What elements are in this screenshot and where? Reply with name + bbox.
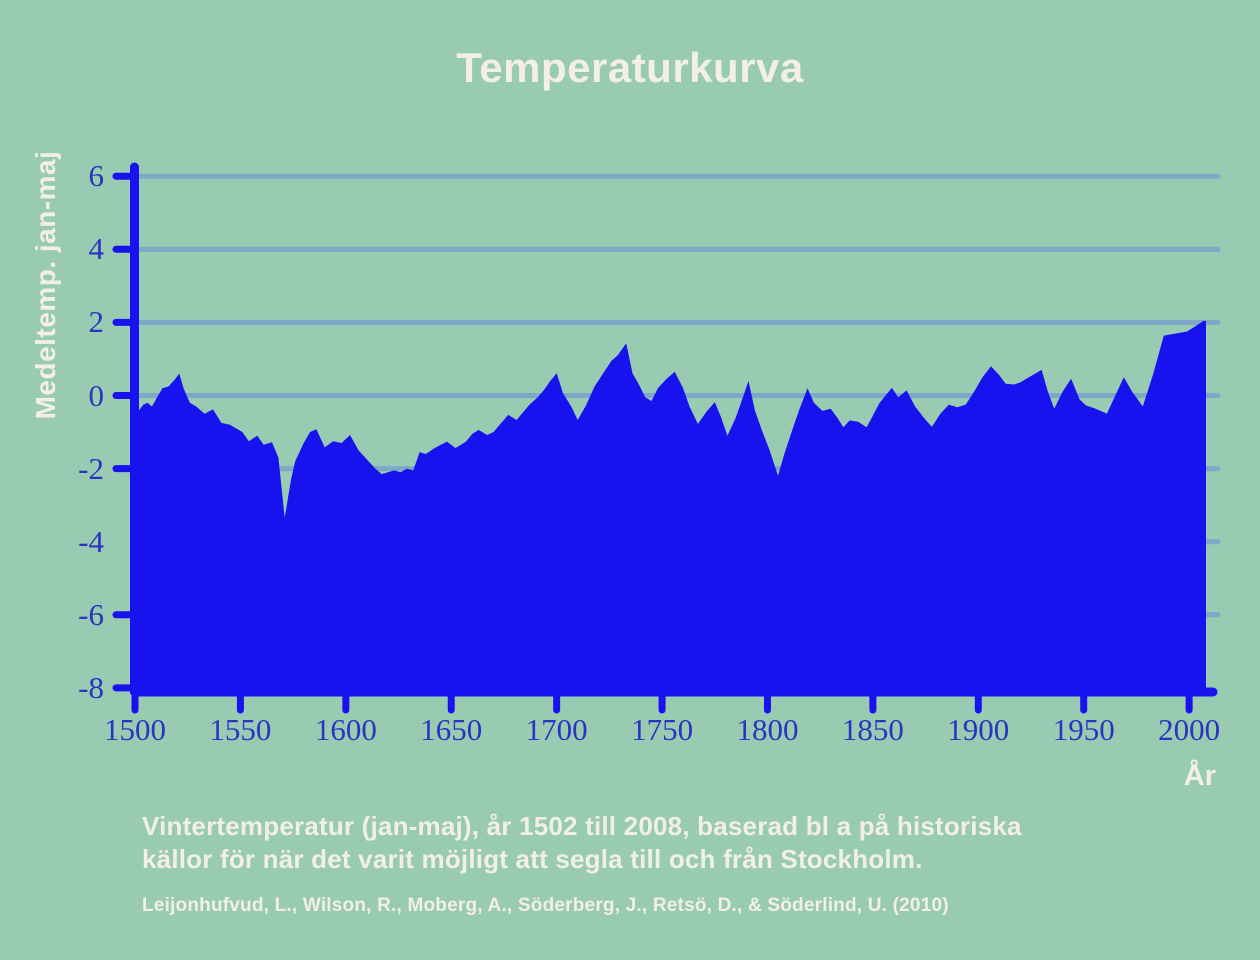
y-tick-label: 0 (88, 377, 105, 413)
y-tick-label: -2 (78, 450, 104, 486)
x-tick-label: 1500 (104, 712, 166, 747)
chart-title: Temperaturkurva (456, 44, 804, 91)
x-tick-label: 1800 (736, 712, 799, 747)
x-tick-label: 1650 (420, 712, 483, 747)
x-tick-label: 1700 (525, 712, 588, 747)
source-citation: Leijonhufvud, L., Wilson, R., Moberg, A.… (142, 895, 949, 916)
x-tick-label: 1950 (1052, 712, 1115, 747)
x-tick-label: 1850 (841, 712, 904, 747)
y-tick-label: -4 (78, 523, 104, 559)
y-tick-label: -6 (78, 596, 104, 632)
caption: Vintertemperatur (jan-maj), år 1502 till… (142, 811, 1022, 874)
x-axis-title: År (1183, 760, 1216, 792)
x-tick-label: 1900 (947, 712, 1010, 747)
x-tick-label: 1750 (631, 712, 694, 747)
x-tick-label: 1550 (209, 712, 272, 747)
y-tick-label: 6 (88, 158, 105, 194)
temperature-area (135, 320, 1206, 692)
x-tick-label: 1600 (314, 712, 377, 747)
y-tick-label: 4 (88, 231, 105, 267)
y-tick-label: 2 (88, 304, 105, 340)
y-tick-label: -8 (78, 669, 104, 705)
x-tick-label: 2000 (1158, 712, 1221, 747)
